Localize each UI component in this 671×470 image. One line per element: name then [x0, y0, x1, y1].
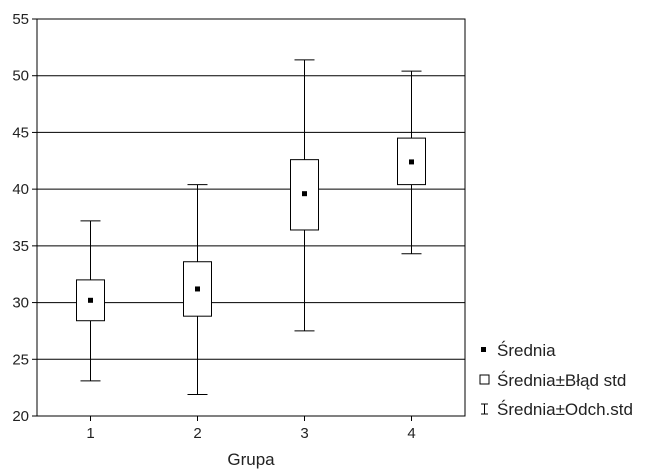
x-tick-label: 2 [193, 425, 201, 442]
x-tick-label: 1 [86, 425, 94, 442]
series-group [76, 59, 426, 395]
x-axis: 1 2 3 4 [86, 416, 416, 442]
legend-label-stderr: Średnia±Błąd std [497, 371, 626, 390]
y-axis: 20 25 30 35 40 45 50 55 [12, 11, 37, 425]
legend-label-mean: Średnia [497, 341, 556, 360]
x-tick-label: 3 [300, 425, 308, 442]
y-tick-label: 40 [12, 181, 29, 198]
mean-marker [302, 191, 307, 197]
legend-stderr-marker [479, 374, 490, 385]
grid-lines [37, 75, 465, 360]
y-tick-label: 35 [12, 238, 29, 255]
legend: Średnia Średnia±Błąd std Średnia±Odch.st… [479, 341, 633, 419]
mean-marker [195, 286, 200, 292]
y-tick-label: 50 [12, 68, 29, 85]
category-group [290, 59, 319, 332]
x-axis-title: Grupa [227, 450, 275, 469]
category-group [397, 70, 426, 255]
y-tick-label: 45 [12, 124, 29, 141]
category-group [76, 220, 105, 382]
legend-label-stddev: Średnia±Odch.std [497, 400, 633, 419]
plot-area-frame [36, 18, 466, 417]
mean-marker [409, 159, 414, 165]
y-tick-label: 55 [12, 11, 29, 28]
y-tick-label: 20 [12, 408, 29, 425]
x-tick-label: 4 [407, 425, 415, 442]
mean-marker [88, 297, 93, 303]
y-tick-label: 30 [12, 295, 29, 312]
category-group [183, 184, 212, 395]
legend-stddev-marker [481, 403, 488, 415]
legend-mean-marker [481, 347, 486, 352]
y-tick-label: 25 [12, 351, 29, 368]
stderr-box [183, 261, 212, 317]
